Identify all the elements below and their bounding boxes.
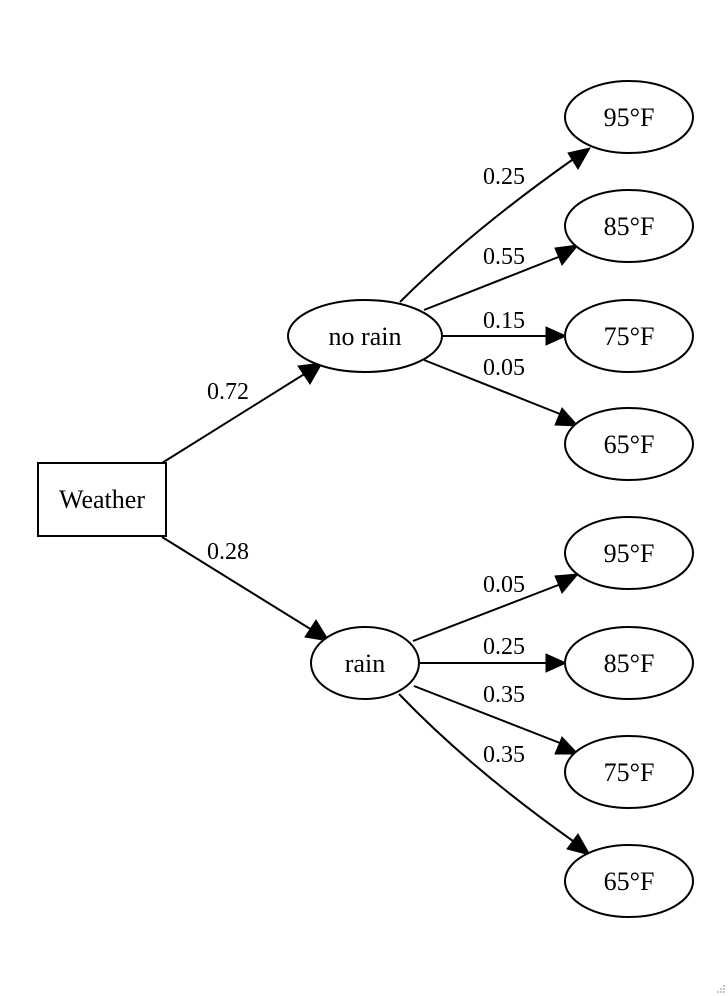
- node-rain-95: 95°F: [564, 516, 694, 590]
- edge-rain-to-85: [420, 653, 568, 673]
- node-ellipse: [564, 735, 694, 809]
- node-ellipse: [310, 626, 420, 700]
- arrowhead-icon: [297, 362, 323, 385]
- edge-line: [399, 159, 573, 303]
- edge-label-no-rain-75: 0.15: [483, 308, 525, 334]
- edge-label-rain-75: 0.35: [483, 682, 525, 708]
- node-rain-75: 75°F: [564, 735, 694, 809]
- node-label: 65°F: [604, 430, 655, 459]
- node-label: 95°F: [604, 539, 655, 568]
- arrowhead-icon: [545, 326, 568, 346]
- node-label: no rain: [329, 322, 402, 351]
- node-label: 65°F: [604, 867, 655, 896]
- node-ellipse: [287, 299, 443, 373]
- resize-grip-icon[interactable]: [712, 980, 726, 994]
- edge-label-no-rain-85: 0.55: [483, 244, 525, 270]
- node-no-rain-95: 95°F: [564, 80, 694, 154]
- edge-label-rain-85: 0.25: [483, 634, 525, 660]
- node-label: Weather: [59, 485, 145, 514]
- edge-no-rain-to-75: [443, 326, 568, 346]
- edge-no-rain-to-95: [399, 147, 591, 303]
- edge-no-rain-to-85: [423, 244, 580, 311]
- arrowhead-icon: [554, 407, 580, 427]
- edge-no-rain-to-65: [423, 359, 580, 427]
- node-no-rain-85: 85°F: [564, 189, 694, 263]
- edge-rain-to-65: [398, 693, 592, 856]
- edge-rain-to-75: [413, 685, 580, 755]
- node-rain-85: 85°F: [564, 626, 694, 700]
- node-ellipse: [564, 626, 694, 700]
- edge-label-no-rain-65: 0.05: [483, 355, 525, 381]
- node-label: 85°F: [604, 212, 655, 241]
- edge-label-rain-95: 0.05: [483, 572, 525, 598]
- edge-line: [423, 359, 561, 415]
- node-ellipse: [564, 844, 694, 918]
- edge-label-weather-no-rain: 0.72: [207, 379, 249, 405]
- node-label: 75°F: [604, 322, 655, 351]
- arrowhead-icon: [545, 653, 568, 673]
- node-rain-65: 65°F: [564, 844, 694, 918]
- node-no-rain-75: 75°F: [564, 299, 694, 373]
- edge-line: [398, 693, 574, 842]
- edge-rain-to-95: [412, 573, 580, 642]
- arrowhead-icon: [304, 619, 331, 642]
- node-box: [37, 462, 167, 537]
- arrowhead-icon: [554, 244, 580, 266]
- node-label: 95°F: [604, 103, 655, 132]
- node-rain: rain: [310, 626, 420, 700]
- node-no-rain-65: 65°F: [564, 407, 694, 481]
- node-ellipse: [564, 189, 694, 263]
- edge-weather-to-rain: [161, 536, 331, 642]
- arrowhead-icon: [566, 833, 592, 856]
- node-no-rain: no rain: [287, 299, 443, 373]
- edge-line: [161, 372, 307, 464]
- edge-line: [412, 583, 562, 642]
- node-weather: Weather: [37, 462, 167, 537]
- edge-label-no-rain-95: 0.25: [483, 164, 525, 190]
- edge-line: [161, 536, 313, 631]
- edge-label-rain-65: 0.35: [483, 742, 525, 768]
- edge-weather-to-no-rain: [161, 362, 323, 464]
- arrowhead-icon: [554, 573, 580, 594]
- edge-line: [413, 685, 561, 744]
- node-ellipse: [564, 80, 694, 154]
- arrowhead-icon: [567, 147, 591, 170]
- arrowhead-icon: [554, 736, 580, 755]
- node-ellipse: [564, 407, 694, 481]
- node-label: rain: [345, 649, 385, 678]
- node-label: 75°F: [604, 758, 655, 787]
- node-ellipse: [564, 516, 694, 590]
- node-ellipse: [564, 299, 694, 373]
- edge-line: [423, 255, 562, 311]
- node-label: 85°F: [604, 649, 655, 678]
- edge-label-weather-rain: 0.28: [207, 539, 249, 565]
